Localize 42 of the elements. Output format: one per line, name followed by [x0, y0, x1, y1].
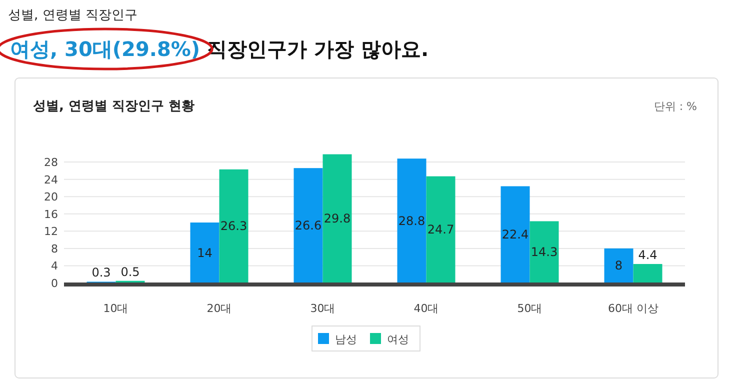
data-label: 14.3 — [530, 245, 558, 260]
y-tick-label: 8 — [51, 242, 58, 256]
y-tick-label: 20 — [44, 190, 58, 204]
y-tick-label: 0 — [51, 277, 58, 290]
bar — [500, 186, 530, 283]
data-label: 29.8 — [324, 212, 351, 226]
bar — [530, 221, 559, 283]
data-label: 0.3 — [92, 266, 111, 280]
text: 여성, 30대(29.8%) — [10, 37, 200, 61]
bar — [219, 169, 248, 283]
y-tick-label: 12 — [44, 225, 58, 238]
bar — [604, 248, 634, 283]
bar — [322, 154, 352, 283]
data-label: 22.4 — [502, 228, 529, 242]
chart-subtitle: 단위 : % — [654, 100, 697, 113]
data-label: 4.4 — [638, 248, 658, 262]
x-tick-label: 40대 — [414, 302, 439, 315]
bar — [190, 222, 220, 283]
chart-title: 성별, 연령별 직장인구 현황 — [33, 99, 195, 114]
data-label: 8 — [614, 258, 623, 273]
data-label: 28.8 — [398, 214, 426, 228]
legend-label: 남성 — [335, 333, 357, 346]
x-tick-label: 10대 — [103, 302, 128, 315]
bar — [633, 264, 662, 283]
y-tick-label: 24 — [44, 173, 58, 186]
x-tick-label: 60대 이상 — [608, 302, 658, 315]
data-label: 26.3 — [220, 219, 248, 234]
y-tick-label: 28 — [44, 156, 58, 170]
x-tick-label: 50대 — [517, 302, 542, 315]
text: 성별, 연령별 직장인구 — [8, 8, 138, 23]
data-label: 24.7 — [427, 222, 454, 237]
data-label: 14 — [197, 246, 212, 260]
bar — [294, 168, 323, 283]
bar — [426, 176, 456, 283]
data-label: 0.5 — [120, 264, 140, 279]
x-tick-label: 30대 — [310, 302, 336, 315]
y-tick-label: 16 — [44, 208, 58, 221]
data-label: 26.6 — [294, 218, 322, 233]
x-tick-label: 20대 — [206, 302, 232, 315]
y-tick-label: 4 — [51, 260, 58, 273]
bar — [397, 158, 426, 283]
legend-label: 여성 — [387, 333, 409, 346]
